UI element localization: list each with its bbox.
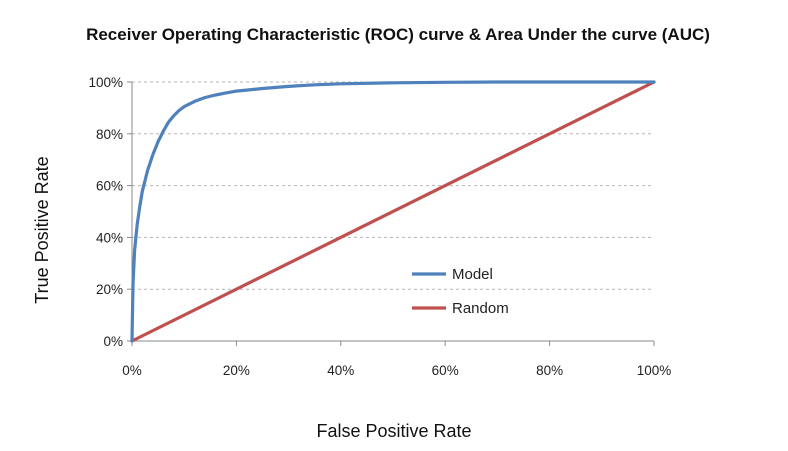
x-tick-label: 60% — [432, 363, 459, 378]
legend-label-random: Random — [452, 300, 509, 317]
x-tick-label: 0% — [122, 363, 142, 378]
y-tick-label: 40% — [96, 230, 123, 245]
y-tick-label: 80% — [96, 127, 123, 142]
x-tick-label: 40% — [327, 363, 354, 378]
series-line-model — [130, 80, 656, 343]
x-tick-label: 80% — [536, 363, 563, 378]
x-axis-title: False Positive Rate — [316, 421, 471, 441]
gridlines — [132, 81, 654, 290]
y-tick-label: 0% — [103, 334, 123, 349]
x-tick-label: 100% — [637, 363, 672, 378]
legend: Model Random — [412, 266, 509, 317]
legend-label-model: Model — [452, 266, 493, 283]
axes: 0% 20% 40% 60% 80% 100% 0% 20% 40% 60% 80% 100% — [88, 75, 671, 378]
series-line-random — [130, 80, 656, 343]
y-axis-title: True Positive Rate — [32, 156, 52, 303]
x-tick-label: 20% — [223, 363, 250, 378]
series-lines — [130, 80, 656, 343]
y-tick-label: 100% — [88, 75, 123, 90]
y-tick-label: 60% — [96, 179, 123, 194]
chart-title: Receiver Operating Characteristic (ROC) … — [86, 25, 710, 44]
y-tick-label: 20% — [96, 282, 123, 297]
